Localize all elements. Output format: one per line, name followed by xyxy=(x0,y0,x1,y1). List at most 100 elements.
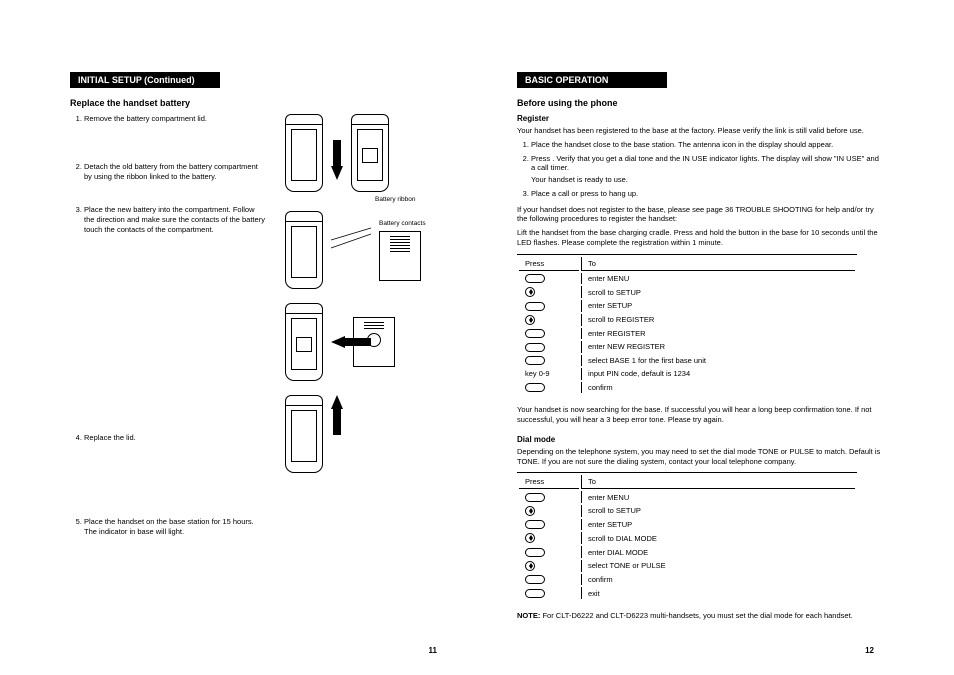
to-cell: enter MENU xyxy=(581,273,855,285)
pointer-lines-icon xyxy=(331,220,371,280)
to-cell: select TONE or PULSE xyxy=(581,560,855,572)
section-header-left: INITIAL SETUP (Continued) xyxy=(70,72,220,88)
note-text: For CLT-D6222 and CLT-D6223 multi-handse… xyxy=(542,611,852,620)
heading-dial-mode: Dial mode xyxy=(517,435,884,444)
table-row: scroll to SETUP xyxy=(519,505,855,517)
table-row: enter MENU xyxy=(519,273,855,285)
press-cell xyxy=(519,314,579,326)
dial-mode-intro: Depending on the telephone system, you m… xyxy=(517,447,884,467)
register-ready-line: Your handset is ready to use. xyxy=(531,175,884,185)
menu-button-icon xyxy=(525,383,545,392)
subheading-replace-battery: Replace the handset battery xyxy=(70,98,437,108)
figure-remove-lid xyxy=(285,114,437,192)
handset-battery-icon xyxy=(285,303,323,381)
to-cell: confirm xyxy=(581,382,855,394)
to-cell: enter REGISTER xyxy=(581,328,855,340)
step-2: Detach the old battery from the battery … xyxy=(84,162,265,182)
step-1: Remove the battery compartment lid. xyxy=(84,114,265,124)
press-cell xyxy=(519,286,579,298)
battery-steps-list: Remove the battery compartment lid. Deta… xyxy=(70,114,265,537)
section-header-right: BASIC OPERATION xyxy=(517,72,667,88)
table-row: scroll to REGISTER xyxy=(519,314,855,326)
press-cell xyxy=(519,505,579,517)
table-row: enter SETUP xyxy=(519,519,855,531)
handset-closed-icon xyxy=(285,395,323,473)
table-row: select TONE or PULSE xyxy=(519,560,855,572)
up-down-icon xyxy=(525,315,535,325)
page-number-right: 12 xyxy=(865,646,874,655)
page-number-left: 11 xyxy=(429,646,437,655)
register-step-1: Place the handset close to the base stat… xyxy=(531,140,884,150)
to-cell: enter DIAL MODE xyxy=(581,546,855,558)
register-steps-list: Place the handset close to the base stat… xyxy=(517,140,884,199)
press-cell xyxy=(519,546,579,558)
to-cell: confirm xyxy=(581,574,855,586)
dial-mode-table: Press To enter MENU scroll to SETUP enter … xyxy=(517,472,857,601)
table-row: enter NEW REGISTER xyxy=(519,341,855,353)
table-row: exit xyxy=(519,587,855,599)
register-intro: Your handset has been registered to the … xyxy=(517,126,884,136)
press-cell xyxy=(519,532,579,544)
menu-button-icon xyxy=(525,493,545,502)
register-step-3: Place a call or press to hang up. xyxy=(531,189,884,199)
left-text-column: Remove the battery compartment lid. Deta… xyxy=(70,114,265,537)
note-label: NOTE: xyxy=(517,611,540,620)
to-cell: scroll to SETUP xyxy=(581,505,855,517)
menu-button-icon xyxy=(525,343,545,352)
to-cell: enter NEW REGISTER xyxy=(581,341,855,353)
label-battery-contacts: Battery contacts xyxy=(379,220,426,227)
to-cell: enter MENU xyxy=(581,491,855,503)
register-outro: Your handset is now searching for the ba… xyxy=(517,405,884,425)
arrow-left-icon xyxy=(331,303,345,381)
page-11: INITIAL SETUP (Continued) Replace the ha… xyxy=(40,70,477,645)
figure-battery-contacts: Battery contacts xyxy=(285,211,437,289)
table-row: enter MENU xyxy=(519,491,855,503)
press-cell xyxy=(519,519,579,531)
heading-register: Register xyxy=(517,114,884,123)
table-row: enter REGISTER xyxy=(519,328,855,340)
subheading-before-using: Before using the phone xyxy=(517,98,884,108)
press-cell xyxy=(519,587,579,599)
page-12: BASIC OPERATION Before using the phone R… xyxy=(477,70,914,645)
to-cell: select BASE 1 for the first base unit xyxy=(581,355,855,367)
register-step-2-text: Press . Verify that you get a dial tone … xyxy=(531,154,879,173)
key-range-label: key 0-9 xyxy=(525,369,550,378)
dial-col-to: To xyxy=(581,475,855,489)
to-cell: scroll to SETUP xyxy=(581,286,855,298)
menu-button-icon xyxy=(525,274,545,283)
table-row: select BASE 1 for the first base unit xyxy=(519,355,855,367)
step-3: Place the new battery into the compartme… xyxy=(84,205,265,234)
up-down-icon xyxy=(525,287,535,297)
to-cell: enter SETUP xyxy=(581,519,855,531)
reg-col-to: To xyxy=(581,257,855,271)
register-step-2: Press . Verify that you get a dial tone … xyxy=(531,154,884,185)
menu-button-icon xyxy=(525,302,545,311)
press-cell xyxy=(519,491,579,503)
dial-col-press: Press xyxy=(519,475,579,489)
handset-open-icon xyxy=(351,114,389,192)
to-cell: scroll to REGISTER xyxy=(581,314,855,326)
press-cell xyxy=(519,300,579,312)
to-cell: input PIN code, default is 1234 xyxy=(581,368,855,380)
table-row: enter DIAL MODE xyxy=(519,546,855,558)
press-cell xyxy=(519,273,579,285)
up-down-icon xyxy=(525,506,535,516)
register-table: Press To enter MENUscroll to SETUP enter … xyxy=(517,254,857,396)
menu-button-icon xyxy=(525,575,545,584)
press-cell xyxy=(519,382,579,394)
figure-insert-battery xyxy=(285,303,437,381)
table-row: confirm xyxy=(519,382,855,394)
press-cell xyxy=(519,341,579,353)
handset-icon xyxy=(285,114,323,192)
reg-col-press: Press xyxy=(519,257,579,271)
table-row: scroll to SETUP xyxy=(519,286,855,298)
table-row: enter SETUP xyxy=(519,300,855,312)
to-cell: scroll to DIAL MODE xyxy=(581,532,855,544)
menu-button-icon xyxy=(525,520,545,529)
manual-spread: INITIAL SETUP (Continued) Replace the ha… xyxy=(0,0,954,675)
arrow-down-icon xyxy=(331,114,343,192)
left-illustration-column: Battery ribbon Battery contacts xyxy=(285,114,437,537)
press-cell: key 0-9 xyxy=(519,368,579,380)
base-station-icon xyxy=(379,231,421,281)
register-fallback: If your handset does not register to the… xyxy=(517,205,884,225)
